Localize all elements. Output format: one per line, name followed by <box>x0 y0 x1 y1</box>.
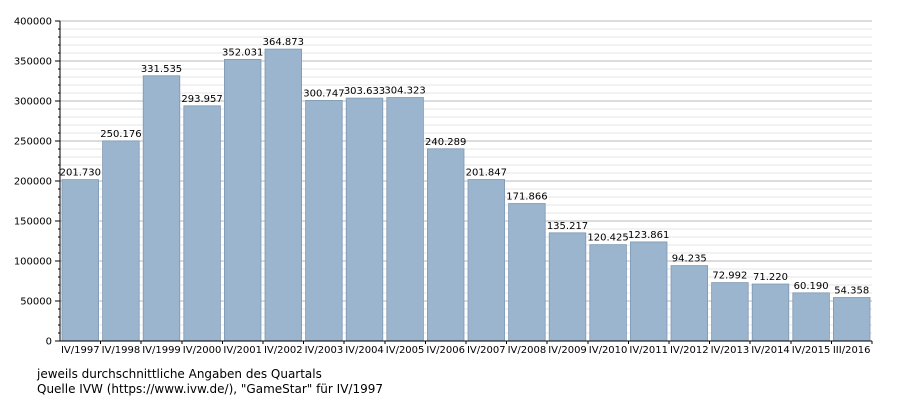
x-tick-label: IV/2012 <box>670 345 709 356</box>
footnote-source: Quelle IVW (https://www.ivw.de/), "GameS… <box>37 382 383 396</box>
bar <box>102 140 140 342</box>
bar-value-label: 201.847 <box>466 168 507 179</box>
x-tick-label: IV/2002 <box>264 345 303 356</box>
x-tick-label: IV/2007 <box>467 345 506 356</box>
bar-value-label: 120.425 <box>587 233 628 244</box>
bar <box>142 75 181 342</box>
bar-value-label: 364.873 <box>263 37 304 48</box>
x-tick-label: IV/2014 <box>751 345 790 356</box>
x-tick-label: IV/2011 <box>629 345 668 356</box>
y-tick-label: 400000 <box>14 17 52 28</box>
bar <box>508 203 546 342</box>
bar <box>751 283 790 342</box>
bar <box>670 265 708 342</box>
x-tick-label: IV/2015 <box>792 345 831 356</box>
y-tick-label: 50000 <box>20 297 52 308</box>
bar <box>426 148 465 342</box>
bar-value-label: 60.190 <box>794 281 829 292</box>
bar-value-label: 94.235 <box>672 254 707 265</box>
x-tick-label: IV/1998 <box>102 345 141 356</box>
bar <box>223 58 262 342</box>
bar <box>467 179 505 342</box>
bar-value-label: 300.747 <box>303 88 344 99</box>
bar <box>386 97 424 342</box>
x-tick-label: IV/2009 <box>548 345 587 356</box>
x-tick-label: IV/2001 <box>223 345 262 356</box>
bar <box>183 105 221 342</box>
bar <box>630 241 668 342</box>
bar-value-label: 331.535 <box>141 64 182 75</box>
bar <box>548 232 587 342</box>
bar <box>711 282 749 342</box>
x-tick-label: IV/1999 <box>142 345 181 356</box>
footnote-averages: jeweils durchschnittliche Angaben des Qu… <box>37 367 322 381</box>
bar <box>61 179 99 342</box>
y-tick-label: 250000 <box>14 137 52 148</box>
y-tick-label: 200000 <box>14 177 52 188</box>
bar-value-label: 54.358 <box>834 286 869 297</box>
bar <box>792 292 830 342</box>
x-tick-label: IV/2006 <box>426 345 465 356</box>
bar-value-label: 293.957 <box>181 94 222 105</box>
y-tick-label: 100000 <box>14 257 52 268</box>
bar-value-label: 171.866 <box>506 192 547 203</box>
bar-value-label: 250.176 <box>100 129 141 140</box>
y-tick-label: 350000 <box>14 57 52 68</box>
bar <box>345 97 384 342</box>
bar-value-label: 352.031 <box>222 47 263 58</box>
x-tick-label: IV/2003 <box>305 345 344 356</box>
x-tick-label: IV/2005 <box>386 345 425 356</box>
x-tick-label: IV/2010 <box>589 345 628 356</box>
x-tick-label: IV/2004 <box>345 345 384 356</box>
x-tick-label: IV/2013 <box>711 345 750 356</box>
bar <box>305 100 343 342</box>
bar-value-label: 303.633 <box>344 86 385 97</box>
bar-value-label: 201.730 <box>60 168 101 179</box>
x-tick-label: IV/2008 <box>508 345 547 356</box>
bar-value-label: 304.323 <box>384 86 425 97</box>
bar-value-label: 72.992 <box>712 271 747 282</box>
bar-value-label: 71.220 <box>753 272 788 283</box>
y-tick-label: 300000 <box>14 97 52 108</box>
bar <box>264 48 302 342</box>
bar <box>833 297 871 342</box>
y-tick-label: 0 <box>46 337 52 348</box>
x-tick-label: IV/1997 <box>61 345 100 356</box>
bar-value-label: 240.289 <box>425 137 466 148</box>
y-tick-label: 150000 <box>14 217 52 228</box>
bar-value-label: 123.861 <box>628 230 669 241</box>
bar <box>589 244 627 342</box>
x-tick-label: III/2016 <box>833 345 871 356</box>
bar-value-label: 135.217 <box>547 221 588 232</box>
x-tick-label: IV/2000 <box>183 345 222 356</box>
